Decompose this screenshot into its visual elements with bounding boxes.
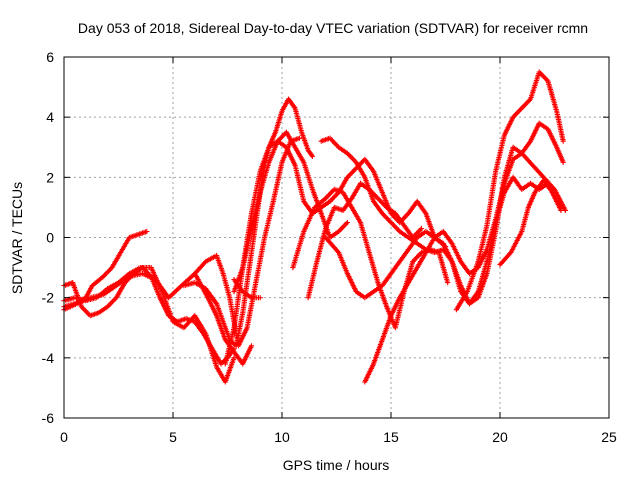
x-tick-label: 5 bbox=[169, 429, 177, 445]
series-arc-7 bbox=[222, 129, 350, 367]
data-point-markers bbox=[61, 265, 237, 385]
series-arc-3 bbox=[61, 265, 237, 385]
data-point-markers bbox=[290, 186, 451, 331]
data-point-markers bbox=[222, 129, 350, 367]
x-tick-label: 20 bbox=[492, 429, 508, 445]
x-tick-label: 15 bbox=[383, 429, 399, 445]
y-tick-label: -6 bbox=[42, 410, 55, 426]
axis-tick-labels: 0 5 10 15 20 25 -6 -4 -2 0 2 4 6 bbox=[42, 49, 617, 445]
grid-lines bbox=[64, 57, 609, 418]
series-arc-9 bbox=[231, 277, 263, 301]
y-tick-label: 0 bbox=[46, 230, 54, 246]
series-arc-10 bbox=[290, 186, 451, 331]
series-arc-12 bbox=[318, 135, 568, 307]
data-point-markers bbox=[497, 177, 564, 268]
series-arc-14 bbox=[362, 120, 566, 385]
data-point-markers bbox=[453, 69, 566, 313]
series-arc-16 bbox=[497, 177, 564, 268]
series-arc-6 bbox=[192, 135, 302, 349]
x-tick-label: 10 bbox=[274, 429, 290, 445]
data-point-markers bbox=[323, 174, 566, 307]
data-point-markers bbox=[231, 277, 263, 301]
x-tick-label: 0 bbox=[60, 429, 68, 445]
data-point-markers bbox=[362, 120, 566, 385]
data-point-markers bbox=[318, 135, 568, 307]
axis-ticks bbox=[63, 56, 610, 419]
series-arc-15 bbox=[453, 69, 566, 313]
series-arc-13 bbox=[323, 174, 566, 307]
y-tick-label: -4 bbox=[42, 350, 55, 366]
y-tick-label: 6 bbox=[46, 49, 54, 65]
x-tick-label: 25 bbox=[601, 429, 617, 445]
y-axis-label: SDTVAR / TECUs bbox=[9, 182, 25, 294]
y-tick-label: -2 bbox=[42, 290, 55, 306]
data-points bbox=[61, 69, 568, 385]
y-tick-label: 2 bbox=[46, 169, 54, 185]
chart-title: Day 053 of 2018, Sidereal Day-to-day VTE… bbox=[78, 20, 588, 36]
x-axis-label: GPS time / hours bbox=[283, 457, 390, 473]
y-tick-label: 4 bbox=[46, 109, 54, 125]
data-point-markers bbox=[192, 135, 302, 349]
